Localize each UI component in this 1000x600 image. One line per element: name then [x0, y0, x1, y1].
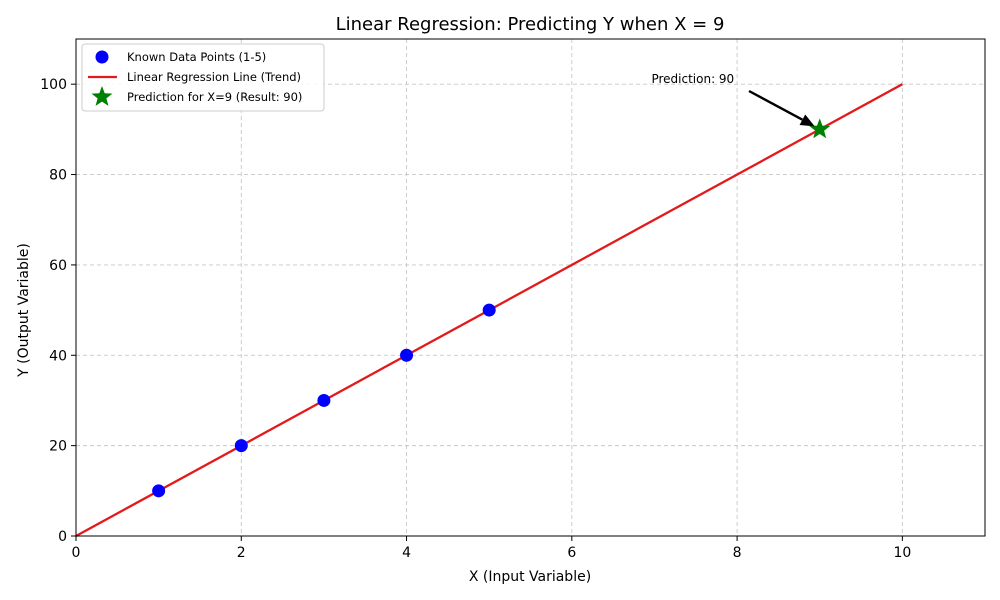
x-axis-label: X (Input Variable): [469, 569, 591, 585]
legend-entry-label: Known Data Points (1-5): [127, 50, 266, 64]
legend-entry-label: Prediction for X=9 (Result: 90): [127, 90, 302, 104]
legend: Known Data Points (1-5) Linear Regression…: [81, 43, 325, 112]
y-tick-label: 60: [49, 258, 67, 274]
y-axis-label: Y (Output Variable): [16, 243, 32, 378]
annotation-arrow-head: [799, 114, 815, 127]
y-tick-label: 80: [49, 168, 67, 184]
y-tick-label: 20: [49, 439, 67, 455]
annotation-text: Prediction: 90: [651, 72, 734, 86]
data-point: [400, 348, 414, 362]
x-tick-label: 4: [402, 545, 411, 561]
legend-marker-star: [91, 86, 113, 106]
data-point: [317, 393, 331, 407]
data-point: [482, 303, 496, 317]
legend-entry-label: Linear Regression Line (Trend): [127, 70, 301, 84]
chart-title: Linear Regression: Predicting Y when X =…: [336, 14, 725, 35]
x-tick-label: 0: [72, 545, 81, 561]
x-tick-label: 10: [893, 545, 911, 561]
x-tick-label: 2: [237, 545, 246, 561]
annotation-layer: Prediction: 90: [651, 72, 815, 127]
annotation-arrow-shaft: [748, 89, 803, 121]
x-tick-label: 6: [567, 545, 576, 561]
data-point: [152, 484, 166, 498]
legend-box: [81, 43, 325, 112]
y-tick-label: 100: [40, 77, 67, 93]
y-tick-label: 0: [58, 529, 67, 545]
legend-marker-points: [95, 50, 109, 64]
data-point: [234, 439, 248, 453]
x-tick-label: 8: [733, 545, 742, 561]
plot-frame: [75, 38, 986, 537]
y-tick-label: 40: [49, 348, 67, 364]
series-layer: [75, 83, 903, 538]
prediction-star: [809, 118, 831, 139]
